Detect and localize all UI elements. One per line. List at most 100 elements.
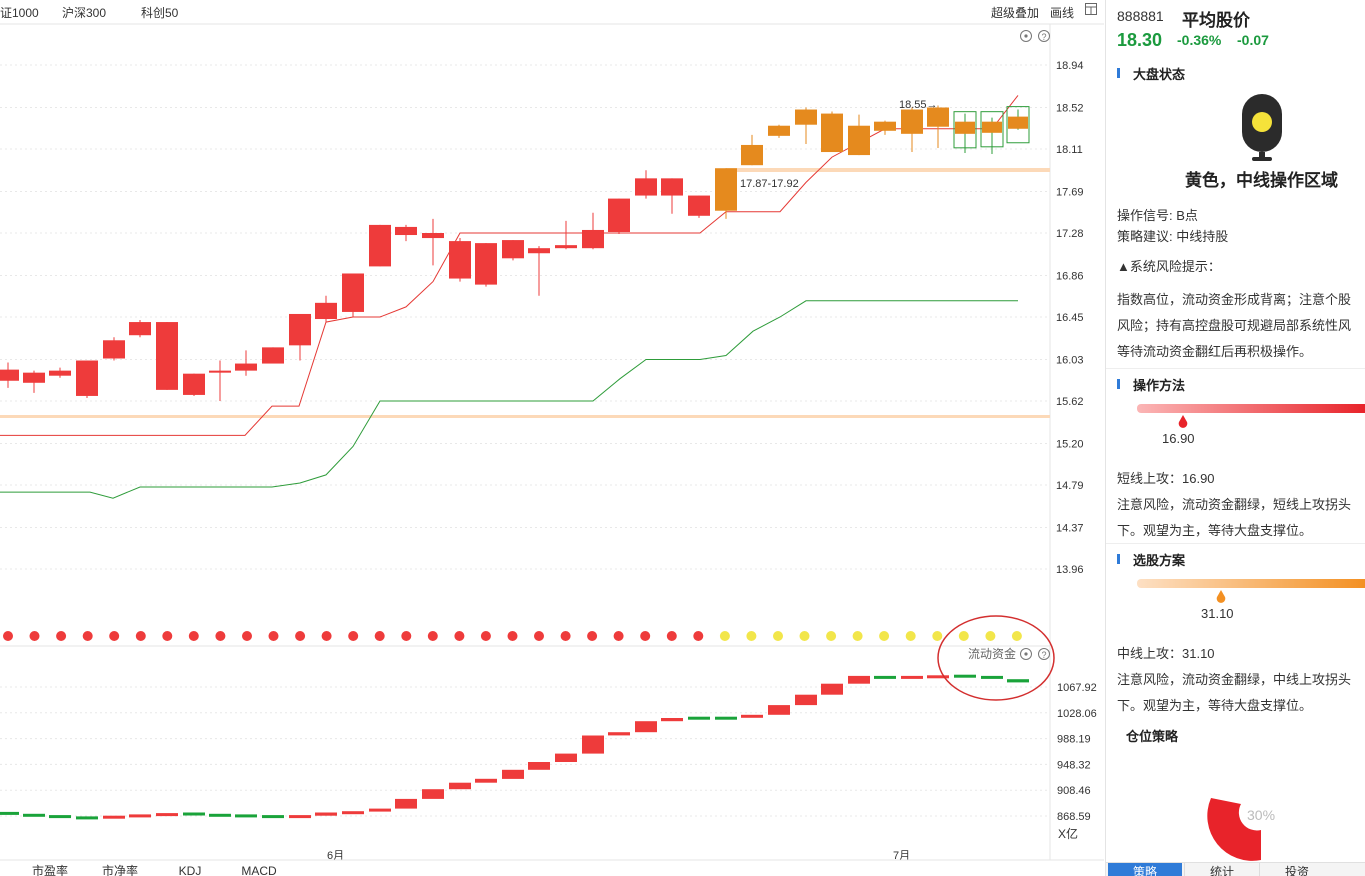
candle-box [1006,106,1030,144]
signal-dot [295,631,306,641]
x-label-july: 7月 [893,850,910,862]
tab-invest[interactable]: 投资 [1259,863,1334,876]
flow-bar [23,813,45,817]
flow-bar [183,812,205,816]
candle-body [475,243,497,285]
price-tick-label: 18.94 [1056,60,1084,72]
pick-text-1: 中线上攻：31.10 [1117,646,1215,661]
tab-pb[interactable]: 市净率 [101,864,138,876]
candle-body [235,363,257,371]
overlay-button[interactable]: 超级叠加 [991,6,1040,20]
flow-bar [0,811,19,815]
candle-body [1008,116,1028,129]
flow-tick-label: 948.32 [1057,759,1091,771]
draw-line-button[interactable]: 画线 [1050,6,1075,20]
candle-body [103,340,125,359]
tab-statistics[interactable]: 统计 [1184,863,1259,876]
tab-strategy[interactable]: 策略 [1108,863,1182,876]
candle-body [635,178,657,196]
candle-body [502,240,524,259]
flow-settings-icon[interactable] [1020,648,1032,660]
signal-dot [1011,631,1022,641]
candle-body [982,121,1002,133]
candle-box [980,111,1004,148]
signal-dot [348,631,359,641]
signal-dot [56,631,67,641]
signal-dot [852,631,863,641]
candle-box [953,111,977,149]
risk-line-1: 指数高位，流动资金形成背离；注意个股 [1117,292,1352,307]
flow-bar [874,675,896,679]
flow-bar [129,814,151,818]
flow-tick-label: 988.19 [1057,734,1091,746]
flow-bar [315,812,337,816]
flow-bar [981,675,1003,679]
price-tick-label: 13.96 [1056,564,1084,576]
method-text-1: 短线上攻：16.90 [1117,471,1215,486]
flow-tick-label: 1028.06 [1057,708,1097,720]
signal-dot [587,631,598,641]
price-tick-label: 17.69 [1056,187,1084,199]
flow-bar [661,718,683,722]
flow-bar [156,813,178,817]
price-tick-label: 16.03 [1056,355,1084,367]
candle-body [768,125,790,136]
candle-body [795,109,817,125]
flow-bar [635,721,657,733]
tab-star50[interactable]: 科创50 [141,6,179,20]
stock-price: 18.30 [1117,30,1163,50]
candle-body [369,224,391,267]
divider [1106,543,1365,544]
candle-body [76,360,98,396]
layout-icon[interactable] [1085,3,1097,18]
section-marker [1117,554,1120,564]
position-percent: 30% [1247,807,1276,823]
svg-text:?: ? [1042,32,1047,42]
candle-body [741,144,763,166]
flow-bar [821,683,843,695]
signal-dot [534,631,544,641]
svg-text:?: ? [1042,650,1047,660]
flow-label: 流动资金 [968,646,1016,661]
signal-dot [958,631,969,641]
flow-bar [369,808,391,812]
settings-icon[interactable] [1020,30,1032,42]
flow-tick-label: 908.46 [1057,785,1091,797]
candle-body [342,273,364,312]
risk-line-3: 等待流动资金翻红后再积极操作。 [1117,344,1313,359]
method-marker-icon [1178,415,1188,428]
candle-body [874,121,896,131]
signal-dot [799,631,810,641]
flow-tick-label: 1067.92 [1057,682,1097,694]
position-title: 仓位策略 [1126,729,1179,744]
tab-csi300[interactable]: 沪深300 [62,6,107,20]
flow-bar [502,769,524,779]
flow-bar [688,716,710,720]
flow-bar [528,762,550,770]
signal-dot [613,631,624,641]
flow-bar [342,811,364,815]
tab-kdj[interactable]: KDJ [178,864,202,876]
stock-chart[interactable]: 18.94 18.52 18.11 17.69 17.28 16.86 16.45 16.03… [0,0,1104,876]
candle-body [156,322,178,390]
price-tick-label: 15.20 [1056,439,1084,451]
light-status-text: 黄色，中线操作区域 [1185,171,1338,190]
flow-help-icon[interactable]: ? [1038,648,1050,661]
flow-unit: X亿 [1058,826,1078,841]
signal-dot [3,631,13,641]
pick-value: 31.10 [1201,606,1234,621]
change-abs: -0.07 [1237,32,1269,48]
signal-dot [879,631,890,641]
signal-dot [826,631,837,641]
candle-body [262,347,284,364]
flow-bar [262,815,284,819]
method-text-3: 下。观望为主，等待大盘支撑位。 [1117,523,1313,538]
price-axis: 18.94 18.52 18.11 17.69 17.28 16.86 16.45 16.03… [1056,60,1084,576]
tab-macd[interactable]: MACD [241,864,277,876]
tab-pe[interactable]: 市盈率 [31,864,68,876]
flow-bar [1007,679,1029,683]
tab-csi1000[interactable]: 证1000 [0,6,39,20]
flow-bars [0,674,1029,820]
help-icon[interactable]: ? [1038,30,1050,43]
risk-line-2: 风险；持有高控盘股可规避局部系统性风 [1117,318,1352,333]
